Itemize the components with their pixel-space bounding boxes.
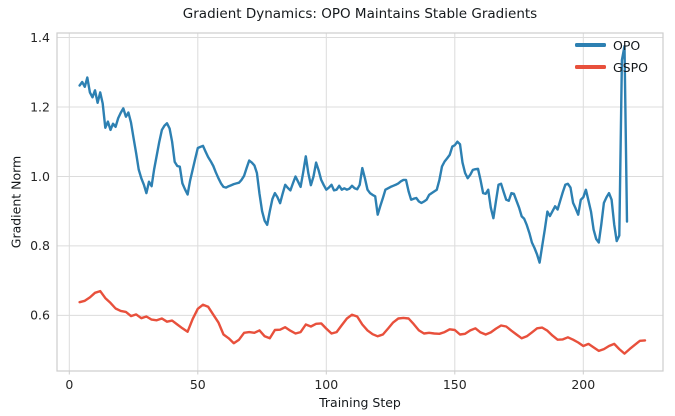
legend-label-opo: OPO [613, 37, 641, 53]
axes-spines [56, 32, 664, 372]
x-tick-label: 50 [190, 377, 206, 392]
legend-item-opo: OPO [575, 34, 648, 56]
legend: OPO GSPO [575, 34, 648, 78]
x-tick-label: 150 [443, 377, 467, 392]
legend-label-gspo: GSPO [613, 59, 648, 75]
legend-line-opo-icon [575, 43, 606, 47]
x-tick-label: 0 [65, 377, 73, 392]
x-tick-label: 200 [571, 377, 595, 392]
x-axis-label: Training Step [319, 395, 401, 410]
y-tick-label: 1.4 [30, 30, 50, 45]
y-tick-label: 0.6 [30, 308, 50, 323]
y-tick-label: 1.0 [30, 169, 50, 184]
legend-line-gspo-icon [575, 65, 606, 69]
series-line-gspo [78, 289, 647, 355]
chart-title: Gradient Dynamics: OPO Maintains Stable … [182, 6, 538, 22]
x-tick-label: 100 [314, 377, 338, 392]
legend-item-gspo: GSPO [575, 56, 648, 78]
y-axis-label: Gradient Norm [8, 155, 24, 249]
y-tick-label: 0.8 [30, 238, 50, 253]
plot-area [57, 33, 663, 371]
series-line-opo [78, 45, 629, 264]
y-tick-label: 1.2 [30, 99, 50, 114]
